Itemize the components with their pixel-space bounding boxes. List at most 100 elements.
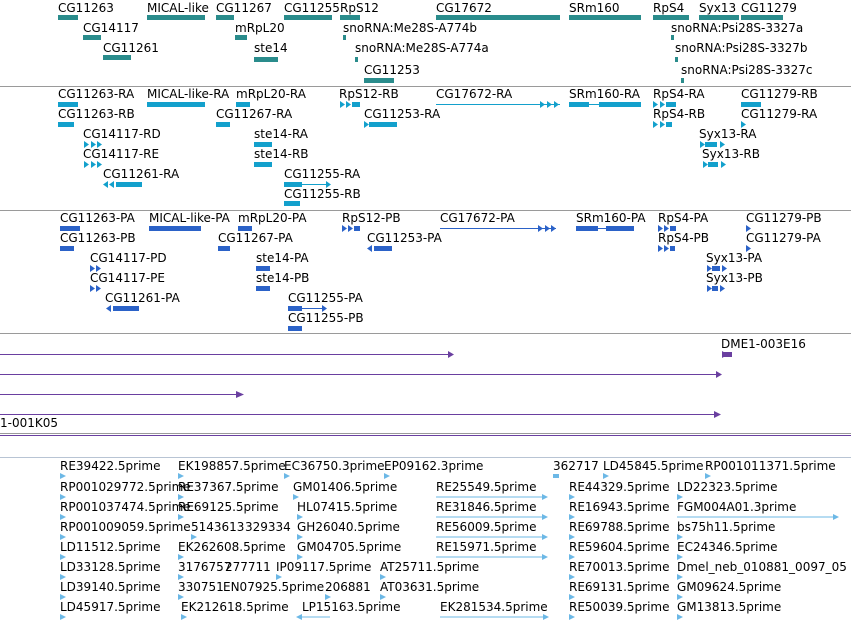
protein-track-label[interactable]: CG11279-PB [746, 211, 822, 225]
gene-bar-rps4[interactable] [653, 15, 689, 20]
protein-track-label[interactable]: CG11279-PA [746, 231, 821, 245]
est-track-label[interactable]: EC24346.5prime [677, 540, 778, 554]
protein-track-label[interactable]: CG14117-PE [90, 271, 165, 285]
est-track-label[interactable]: RE69131.5prime [569, 580, 670, 594]
transcript-track-label[interactable]: CG14117-RE [83, 147, 160, 161]
protein-cg11279-pb[interactable] [746, 225, 751, 232]
gene-track-label[interactable]: snoRNA:Psi28S-3327a [671, 21, 804, 35]
transcript-cg11263-ra[interactable] [58, 102, 78, 107]
transcript-cg11261-ra[interactable] [116, 182, 142, 187]
transcript-mrpl20-ra[interactable] [236, 102, 250, 107]
est-track-label[interactable]: RP001011371.5prime [705, 459, 836, 473]
protein-rps4-pa[interactable] [670, 226, 676, 231]
est-track-label[interactable]: RP001029772.5prime [60, 480, 191, 494]
est-track-label[interactable]: RE15971.5prime [436, 540, 537, 554]
protein-track-label[interactable]: CG11255-PA [288, 291, 363, 305]
est-track-label[interactable]: LD11512.5prime [60, 540, 161, 554]
clone-dme1-003e16[interactable] [722, 352, 732, 357]
est-track-label[interactable]: 329334 [245, 520, 291, 534]
transcript-cg11255-rb[interactable] [284, 201, 300, 206]
gene-bar-mical-like[interactable] [147, 15, 205, 20]
protein-track-label[interactable]: CG11261-PA [105, 291, 180, 305]
protein-track-label[interactable]: ste14-PB [256, 271, 310, 285]
protein-track-label[interactable]: RpS4-PB [658, 231, 710, 245]
est-track-label[interactable]: 206881 [325, 580, 371, 594]
gene-bar-cg11279[interactable] [741, 15, 783, 20]
gene-bar-syx13[interactable] [699, 15, 739, 20]
transcript-cg11279-ra[interactable] [741, 121, 746, 128]
transcript-track-label[interactable]: ste14-RB [254, 147, 309, 161]
est-track-label[interactable]: EK262608.5prime [178, 540, 286, 554]
transcript-rps12-rb[interactable] [352, 102, 360, 107]
transcript-track-label[interactable]: CG14117-RD [83, 127, 161, 141]
protein-cg11255-pa[interactable] [322, 305, 327, 312]
est-track-label[interactable]: LD45917.5prime [60, 600, 161, 614]
est-track-label[interactable]: RE59604.5prime [569, 540, 670, 554]
transcript-ste14-rb[interactable] [254, 162, 272, 167]
transcript-track-label[interactable]: CG11255-RB [284, 187, 361, 201]
est-track-label[interactable]: RE69788.5prime [569, 520, 670, 534]
gene-track-label[interactable]: snoRNA:Psi28S-3327c [681, 63, 813, 77]
gene-bar-snorna-3327c[interactable] [681, 78, 684, 83]
est-track-label[interactable]: RP001009059.5prime [60, 520, 191, 534]
transcript-track-label[interactable]: RpS12-RB [339, 87, 399, 101]
est-track-label[interactable]: IP09117.5prime [276, 560, 372, 574]
est-track-label[interactable]: RE37367.5prime [178, 480, 279, 494]
transcript-track-label[interactable]: ste14-RA [254, 127, 308, 141]
transcript-cg11279-rb[interactable] [741, 102, 761, 107]
transcript-track-label[interactable]: RpS4-RA [653, 87, 705, 101]
gene-track-label[interactable]: CG17672 [436, 1, 492, 15]
protein-track-label[interactable]: Syx13-PB [706, 271, 763, 285]
transcript-cg14117-re[interactable] [97, 161, 102, 168]
gene-track-label[interactable]: snoRNA:Me28S-A774a [355, 41, 489, 55]
protein-mical-like-pa[interactable] [149, 226, 201, 231]
transcript-mical-like-ra[interactable] [147, 102, 205, 107]
protein-cg11263-pa[interactable] [60, 226, 80, 231]
est-track-label[interactable]: AT25711.5prime [380, 560, 480, 574]
protein-syx13-pa[interactable] [722, 265, 727, 272]
est-track-label[interactable]: GM13813.5prime [677, 600, 782, 614]
est-track-label[interactable]: LD39140.5prime [60, 580, 161, 594]
est-track-label[interactable]: LD45845.5prime [603, 459, 704, 473]
gene-bar-snorna-3327b[interactable] [675, 57, 678, 62]
clone-track-label[interactable]: 1-001K05 [0, 416, 59, 430]
gene-bar-cg14117[interactable] [83, 35, 101, 40]
protein-track-label[interactable]: CG11267-PA [218, 231, 293, 245]
transcript-track-label[interactable]: MICAL-like-RA [147, 87, 230, 101]
transcript-rps4-ra[interactable] [666, 102, 676, 107]
est-track-label[interactable]: RE25549.5prime [436, 480, 537, 494]
transcript-cg11255-ra[interactable] [326, 181, 331, 188]
transcript-track-label[interactable]: CG11279-RB [741, 87, 818, 101]
est-track-label[interactable]: EP09162.3prime [384, 459, 484, 473]
gene-track-label[interactable]: snoRNA:Psi28S-3327b [675, 41, 808, 55]
est-track-label[interactable]: LD33128.5prime [60, 560, 161, 574]
gene-track-label[interactable]: RpS12 [340, 1, 379, 15]
est-track-label[interactable]: GH26040.5prime [297, 520, 400, 534]
protein-track-label[interactable]: CG11263-PA [60, 211, 135, 225]
transcript-track-label[interactable]: CG11263-RB [58, 107, 135, 121]
est-track-label[interactable]: RE56009.5prime [436, 520, 537, 534]
protein-cg14117-pe[interactable] [96, 285, 101, 292]
transcript-track-label[interactable]: CG11255-RA [284, 167, 361, 181]
protein-cg11261-pa[interactable] [113, 306, 139, 311]
est-track-label[interactable]: EC36750.3prime [284, 459, 385, 473]
gene-bar-cg11263[interactable] [58, 15, 78, 20]
protein-syx13-pb[interactable] [720, 285, 725, 292]
gene-track-label[interactable]: CG11279 [741, 1, 797, 15]
est-track-label[interactable]: RE50039.5prime [569, 600, 670, 614]
protein-cg11263-pb[interactable] [60, 246, 74, 251]
est-track-label[interactable]: 3176757 [178, 560, 232, 574]
protein-track-label[interactable]: Syx13-PA [706, 251, 763, 265]
gene-bar-cg11253[interactable] [364, 78, 394, 83]
est-track-label[interactable]: RE70013.5prime [569, 560, 670, 574]
est-track-label[interactable]: RE31846.5prime [436, 500, 537, 514]
est-track-label[interactable]: RE69125.5prime [178, 500, 279, 514]
transcript-track-label[interactable]: CG11253-RA [364, 107, 441, 121]
transcript-track-label[interactable]: CG17672-RA [436, 87, 513, 101]
est-track-label[interactable]: EK198857.5prime [178, 459, 286, 473]
est-track-label[interactable]: 362717 [553, 459, 599, 473]
protein-track-label[interactable]: MICAL-like-PA [149, 211, 230, 225]
clone-track-label[interactable]: DME1-003E16 [721, 337, 806, 351]
transcript-track-label[interactable]: SRm160-RA [569, 87, 640, 101]
gene-bar-cg11255[interactable] [284, 15, 332, 20]
